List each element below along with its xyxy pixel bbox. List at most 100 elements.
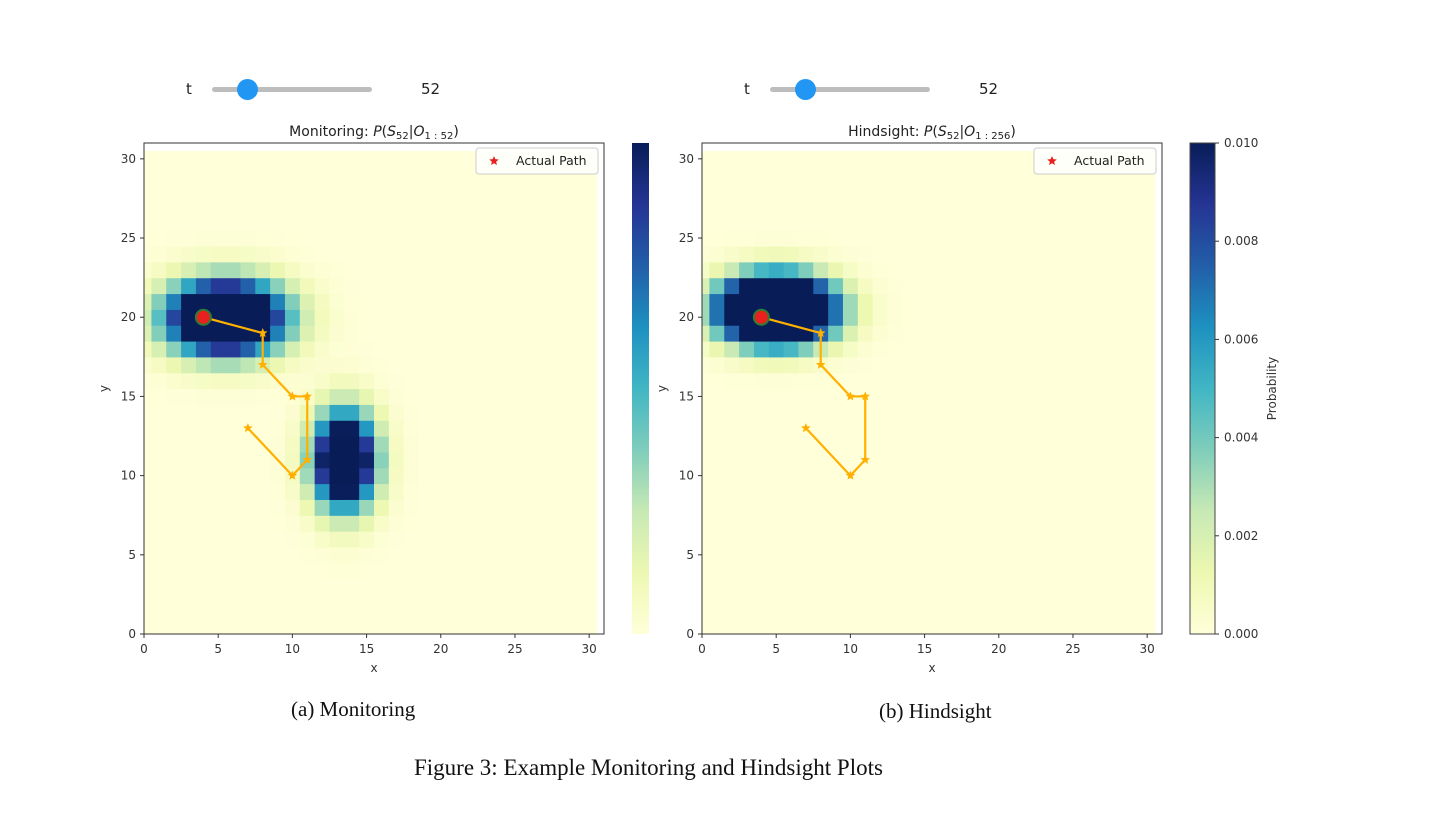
heatmap-cell bbox=[299, 182, 316, 200]
slider-track[interactable] bbox=[770, 87, 930, 92]
heatmap-cell bbox=[1124, 483, 1141, 500]
heatmap-cell bbox=[477, 467, 494, 485]
heatmap-cell bbox=[477, 214, 494, 231]
heatmap-cell bbox=[887, 309, 903, 326]
heatmap-cell bbox=[1050, 325, 1067, 342]
heatmap-cell bbox=[314, 198, 331, 215]
heatmap-cell bbox=[739, 309, 755, 326]
heatmap-cell bbox=[828, 515, 844, 532]
heatmap-cell bbox=[1110, 214, 1126, 231]
heatmap-cell bbox=[225, 309, 242, 326]
heatmap-cell bbox=[566, 372, 583, 390]
heatmap-cell bbox=[753, 261, 770, 279]
heatmap-cell bbox=[946, 515, 963, 532]
heatmap-cell bbox=[581, 230, 598, 247]
slider-track[interactable] bbox=[212, 87, 372, 92]
heatmap-cell bbox=[783, 515, 800, 532]
heatmap-cell bbox=[798, 610, 814, 627]
heatmap-cell bbox=[798, 562, 814, 580]
heatmap-cell bbox=[724, 467, 740, 485]
heatmap-cell bbox=[768, 610, 785, 627]
heatmap-cell bbox=[753, 340, 770, 358]
heatmap-cell bbox=[739, 182, 755, 200]
heatmap-cell bbox=[917, 388, 933, 405]
heatmap-cell bbox=[932, 578, 948, 595]
heatmap-cell bbox=[507, 182, 523, 200]
heatmap-cell bbox=[240, 578, 256, 595]
heatmap-cell bbox=[240, 245, 256, 263]
heatmap-cell bbox=[433, 309, 449, 326]
heatmap-cell bbox=[1050, 277, 1067, 295]
heatmap-cell bbox=[314, 451, 331, 469]
heatmap-cell bbox=[768, 451, 785, 469]
heatmap-cell bbox=[463, 467, 479, 485]
heatmap-cell bbox=[344, 309, 360, 326]
heatmap-cell bbox=[842, 420, 859, 437]
heatmap-cell bbox=[418, 340, 434, 358]
heatmap-cell bbox=[552, 293, 568, 310]
heatmap-cell bbox=[314, 483, 331, 500]
heatmap-cell bbox=[195, 531, 212, 548]
heatmap-cell bbox=[463, 515, 479, 532]
heatmap-cell bbox=[902, 261, 918, 279]
y-tick-label: 10 bbox=[679, 469, 694, 483]
heatmap-cell bbox=[1124, 594, 1141, 611]
y-tick-label: 5 bbox=[686, 548, 694, 562]
heatmap-cell bbox=[581, 610, 598, 627]
heatmap-cell bbox=[753, 531, 770, 548]
heatmap-cell bbox=[359, 198, 375, 215]
heatmap-cell bbox=[1006, 340, 1022, 358]
heatmap-cell bbox=[902, 214, 918, 231]
heatmap-cell bbox=[1050, 340, 1067, 358]
heatmap-cell bbox=[374, 594, 390, 611]
heatmap-cell bbox=[522, 261, 538, 279]
heatmap-cell bbox=[961, 483, 978, 500]
heatmap-cell bbox=[144, 404, 153, 421]
heatmap-cell bbox=[842, 499, 859, 516]
heatmap-cell bbox=[359, 626, 375, 635]
heatmap-cell bbox=[872, 230, 889, 247]
heatmap-cell bbox=[492, 499, 509, 516]
heatmap-cell bbox=[872, 182, 889, 200]
heatmap-cell bbox=[240, 150, 256, 168]
heatmap-cell bbox=[329, 372, 345, 390]
heatmap-cell bbox=[991, 420, 1007, 437]
heatmap-cell bbox=[374, 150, 390, 168]
heatmap-cell bbox=[477, 261, 494, 279]
heatmap-cell bbox=[932, 309, 948, 326]
heatmap-cell bbox=[1080, 214, 1096, 231]
heatmap-cell bbox=[1065, 245, 1081, 263]
heatmap-cell bbox=[448, 531, 464, 548]
heatmap-cell bbox=[374, 166, 390, 184]
heatmap-cell bbox=[768, 531, 785, 548]
heatmap-cell bbox=[270, 499, 286, 516]
heatmap-cell bbox=[1110, 562, 1126, 580]
heatmap-cell bbox=[299, 626, 316, 635]
heatmap-cell bbox=[1021, 325, 1037, 342]
slider-handle[interactable] bbox=[795, 79, 817, 100]
heatmap-cell bbox=[842, 277, 859, 295]
heatmap-cell bbox=[1006, 626, 1022, 635]
heatmap-cell bbox=[768, 546, 785, 564]
heatmap-cell bbox=[917, 626, 933, 635]
heatmap-cell bbox=[872, 277, 889, 295]
heatmap-cell bbox=[857, 499, 874, 516]
heatmap-cell bbox=[166, 499, 182, 516]
heatmap-cell bbox=[537, 372, 553, 390]
heatmap-cell bbox=[299, 309, 316, 326]
heatmap-cell bbox=[433, 214, 449, 231]
heatmap-cell bbox=[917, 198, 933, 215]
heatmap-cell bbox=[813, 515, 829, 532]
heatmap-cell bbox=[1080, 531, 1096, 548]
heatmap-cell bbox=[144, 372, 153, 390]
heatmap-cell bbox=[581, 562, 598, 580]
heatmap-cell bbox=[813, 626, 829, 635]
heatmap-cell bbox=[1124, 230, 1141, 247]
heatmap-cell bbox=[314, 340, 331, 358]
heatmap-cell bbox=[195, 182, 212, 200]
heatmap-cell bbox=[828, 483, 844, 500]
heatmap-cell bbox=[991, 356, 1007, 374]
heatmap-cell bbox=[798, 531, 814, 548]
slider-handle[interactable] bbox=[237, 79, 259, 100]
heatmap-cell bbox=[783, 261, 800, 279]
